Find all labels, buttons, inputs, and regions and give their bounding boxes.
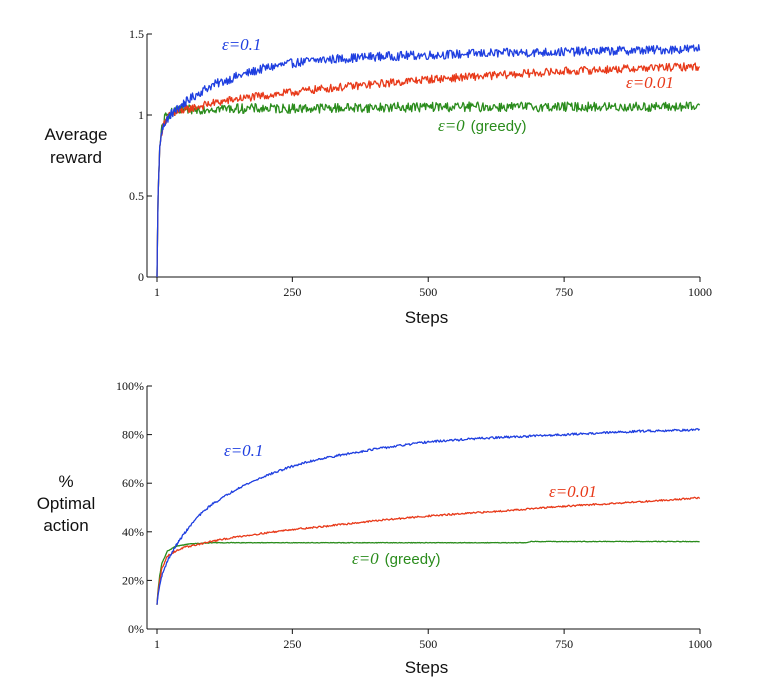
y-axis-label: action (43, 516, 88, 535)
x-axis-label: Steps (405, 308, 448, 327)
series-annotation: ε=0.01 (626, 73, 674, 92)
y-tick-label: 1.5 (129, 27, 144, 41)
average-reward-chart: 1 250 500 750 1000 0 0.5 1 1.5 Average reward Steps… (44, 27, 712, 327)
x-tick-label: 1 (154, 285, 160, 299)
series-line-eps-0-greedy (156, 101, 701, 278)
series-line-eps-0-01 (156, 62, 701, 278)
y-tick-label: 0% (128, 622, 144, 636)
series-line-eps-0-greedy (156, 540, 700, 605)
x-tick-label: 750 (555, 285, 573, 299)
x-tick-label: 250 (283, 285, 301, 299)
x-tick-label: 1 (154, 637, 160, 651)
x-axis-label: Steps (405, 658, 448, 677)
y-axis-label: reward (50, 148, 102, 167)
y-axis-label: Average (44, 125, 107, 144)
series-line-eps-0-1 (156, 44, 701, 278)
series-line-eps-0-01 (156, 496, 701, 605)
y-tick-label: 100% (116, 379, 144, 393)
x-tick-label: 1000 (688, 285, 712, 299)
y-tick-label: 0 (138, 270, 144, 284)
series-annotation: ε=0.1 (222, 35, 261, 54)
x-tick-label: 500 (419, 285, 437, 299)
series-line-eps-0-1 (156, 428, 701, 605)
y-tick-label: 20% (122, 573, 144, 587)
x-tick-label: 750 (555, 637, 573, 651)
series-annotation: ε=0.1 (224, 441, 263, 460)
x-tick-label: 1000 (688, 637, 712, 651)
y-tick-label: 1 (138, 108, 144, 122)
series-annotation: ε=0 (greedy) (438, 116, 527, 135)
x-tick-label: 500 (419, 637, 437, 651)
series-annotation: ε=0.01 (549, 482, 597, 501)
y-tick-label: 80% (122, 428, 144, 442)
y-axis-label: Optimal (37, 494, 96, 513)
y-axis-label: % (58, 472, 73, 491)
y-tick-label: 40% (122, 525, 144, 539)
y-tick-label: 60% (122, 476, 144, 490)
x-tick-label: 250 (283, 637, 301, 651)
y-tick-label: 0.5 (129, 189, 144, 203)
series-annotation: ε=0 (greedy) (352, 549, 441, 568)
optimal-action-chart: 1 250 500 750 1000 0% 20% 40% 60% 80% 100%% Optimal… (37, 379, 712, 677)
